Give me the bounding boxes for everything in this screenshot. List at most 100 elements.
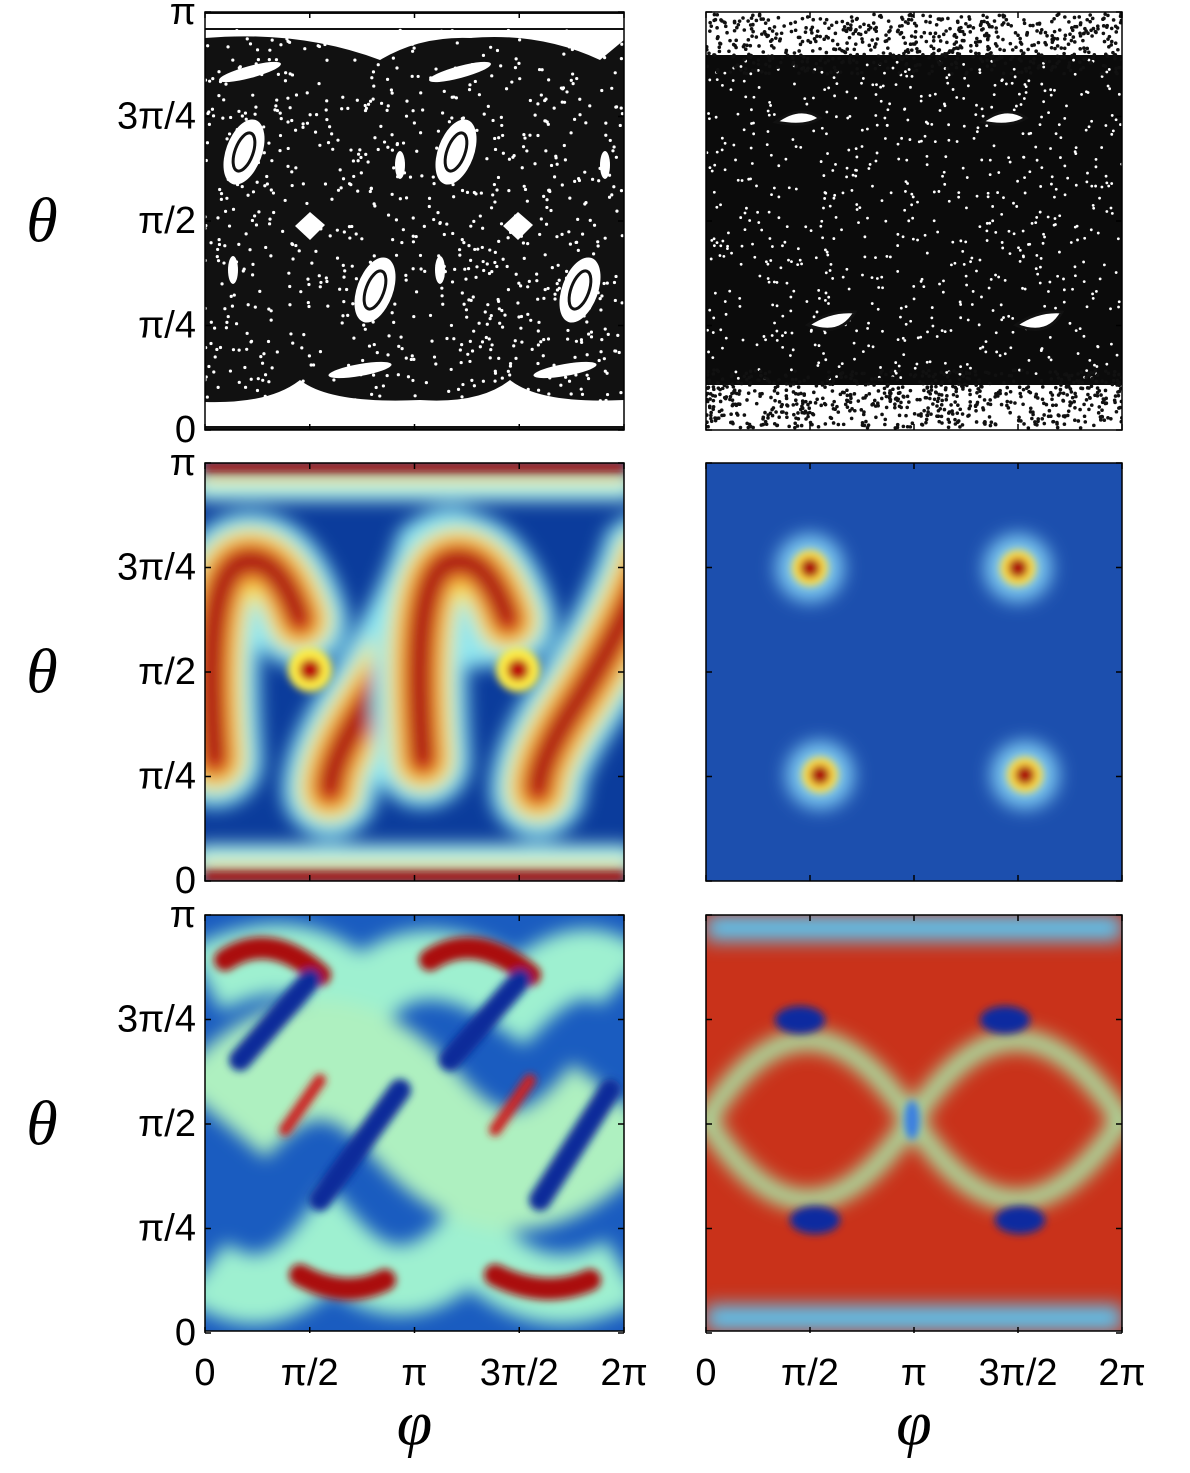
speck (533, 113, 537, 117)
speck (856, 399, 861, 403)
speck (411, 49, 415, 53)
speck (565, 90, 569, 94)
y-tick-label: 0 (175, 1312, 196, 1354)
speck (897, 71, 902, 75)
speck (845, 175, 848, 179)
speck (880, 412, 884, 417)
speck (709, 257, 713, 261)
speck (432, 355, 437, 359)
speck (399, 335, 403, 339)
speck (207, 364, 211, 369)
speck (600, 88, 604, 93)
speck (1090, 119, 1094, 123)
speck (585, 320, 589, 324)
speck (1035, 158, 1039, 162)
speck (844, 29, 849, 34)
speck (916, 336, 920, 340)
speck (607, 195, 612, 199)
speck (872, 383, 876, 387)
speck (749, 424, 753, 429)
speck (876, 389, 881, 393)
speck (848, 27, 853, 32)
speck (731, 42, 736, 47)
speck (246, 193, 250, 197)
speck (243, 111, 248, 115)
speck (978, 225, 982, 228)
speck (270, 38, 274, 42)
speck (366, 102, 371, 106)
speck (927, 368, 931, 373)
speck (722, 254, 726, 258)
speck (819, 55, 824, 60)
speck (468, 359, 472, 364)
speck (978, 346, 982, 350)
speck (961, 385, 965, 389)
speck (994, 26, 998, 30)
speck (434, 362, 438, 366)
speck (812, 129, 816, 133)
speck (830, 403, 835, 407)
speck (874, 93, 878, 96)
speck (487, 271, 492, 276)
speck (428, 313, 433, 318)
speck (347, 182, 352, 186)
speck (794, 402, 799, 406)
speck (820, 126, 824, 130)
speck (957, 382, 961, 386)
speck (1055, 54, 1060, 59)
speck (291, 341, 295, 345)
speck (1103, 401, 1108, 406)
speck (793, 421, 797, 426)
speck (920, 423, 925, 427)
speck (1022, 21, 1027, 26)
speck (317, 274, 321, 278)
speck (930, 64, 935, 69)
speck (941, 174, 944, 178)
speck (763, 419, 768, 424)
speck (267, 141, 271, 145)
speck (900, 385, 905, 389)
speck (867, 392, 872, 396)
speck (959, 239, 963, 243)
speck (715, 368, 720, 372)
speck (896, 232, 900, 236)
speck (1046, 215, 1050, 219)
speck (1055, 420, 1059, 425)
speck (1113, 400, 1117, 405)
y-tick-label: 3π/4 (117, 96, 196, 138)
speck (267, 307, 271, 311)
speck (934, 384, 938, 389)
speck (846, 398, 850, 403)
speck (767, 380, 772, 384)
speck (796, 417, 801, 421)
speck (462, 302, 466, 306)
speck (866, 23, 871, 28)
speck (500, 123, 504, 128)
speck (748, 219, 752, 222)
speck (713, 163, 717, 167)
speck (354, 277, 358, 281)
speck (290, 170, 294, 174)
speck (341, 263, 345, 268)
speck (571, 72, 575, 76)
speck (525, 149, 529, 153)
speck (245, 331, 249, 335)
speck (418, 253, 423, 258)
speck (411, 240, 416, 244)
speck (1078, 67, 1083, 72)
speck (784, 388, 789, 392)
speck (596, 240, 600, 244)
speck (219, 192, 224, 196)
speck (853, 42, 858, 46)
speck (306, 300, 310, 305)
x-axis-label: φ (896, 1388, 931, 1459)
speck (232, 293, 236, 297)
speck (224, 82, 228, 86)
speck (932, 190, 936, 194)
speck (974, 420, 979, 424)
speck (283, 198, 287, 203)
speck (965, 206, 968, 210)
speck (823, 385, 827, 389)
speck (538, 232, 542, 237)
speck (1057, 28, 1062, 32)
